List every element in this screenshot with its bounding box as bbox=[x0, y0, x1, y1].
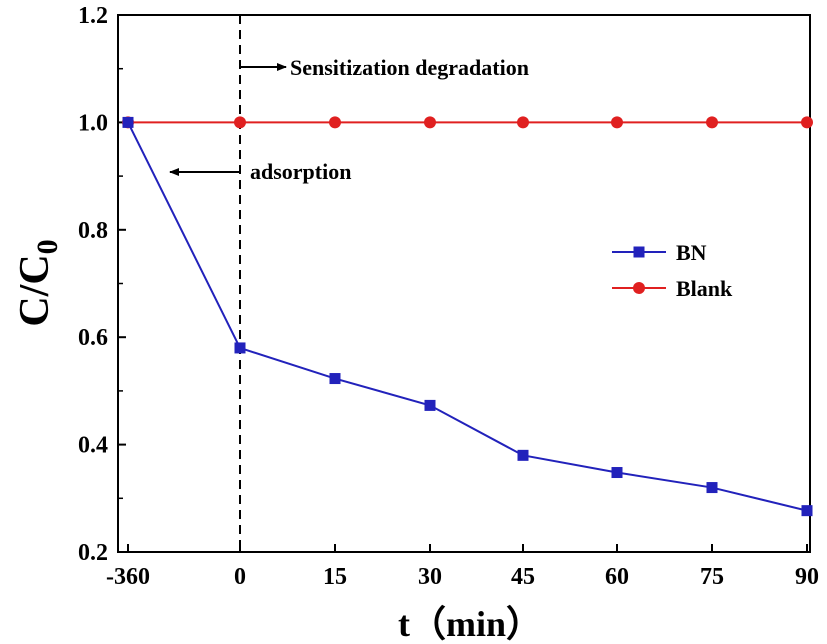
y-tick-label: 1.2 bbox=[78, 3, 108, 29]
legend-marker-blank bbox=[633, 282, 645, 294]
data-point-blank bbox=[611, 116, 623, 129]
data-point-bn bbox=[801, 505, 813, 517]
y-tick-label: 0.4 bbox=[78, 433, 108, 459]
data-point-bn bbox=[517, 449, 529, 461]
x-tick-label: 0 bbox=[234, 564, 246, 590]
legend-label-bn: BN bbox=[676, 240, 707, 265]
data-point-bn bbox=[234, 342, 246, 354]
data-point-blank bbox=[801, 116, 813, 129]
legend-label-blank: Blank bbox=[676, 276, 733, 301]
series-layer bbox=[122, 116, 813, 517]
x-axis: -360 0 15 30 45 60 75 90 bbox=[106, 544, 819, 590]
data-point-bn bbox=[424, 399, 436, 411]
data-point-bn bbox=[122, 116, 134, 128]
y-axis-title-main: C/C bbox=[12, 254, 58, 326]
x-tick-label: 60 bbox=[605, 564, 629, 590]
x-tick-label: 75 bbox=[700, 564, 724, 590]
y-axis-title: C/C0 bbox=[12, 239, 64, 326]
y-axis: 0.2 0.4 0.6 0.8 1.0 1.2 bbox=[78, 3, 126, 566]
x-tick-label: 90 bbox=[795, 564, 819, 590]
x-tick-label: 45 bbox=[511, 564, 535, 590]
x-tick-label: 15 bbox=[323, 564, 347, 590]
x-axis-title: t（min） bbox=[398, 604, 542, 644]
data-point-blank bbox=[424, 116, 436, 129]
data-point-bn bbox=[706, 482, 718, 494]
data-point-blank bbox=[329, 116, 341, 129]
y-tick-label: 1.0 bbox=[78, 110, 108, 136]
annotation-adsorption: adsorption bbox=[250, 159, 351, 184]
x-axis-title-unit: （min） bbox=[410, 604, 542, 644]
data-point-bn bbox=[611, 467, 623, 479]
annotation-sensitization: Sensitization degradation bbox=[290, 55, 529, 80]
x-axis-title-main: t bbox=[398, 604, 410, 644]
x-tick-label: -360 bbox=[106, 564, 150, 590]
data-point-blank bbox=[517, 116, 529, 129]
series-line-bn bbox=[127, 121, 808, 512]
legend: BN Blank bbox=[612, 240, 733, 301]
x-tick-label: 30 bbox=[418, 564, 442, 590]
legend-marker-bn bbox=[633, 246, 645, 258]
y-tick-label: 0.2 bbox=[78, 540, 108, 566]
y-axis-title-sub: 0 bbox=[31, 239, 64, 254]
data-point-bn bbox=[329, 373, 341, 385]
y-tick-label: 0.8 bbox=[78, 218, 108, 244]
y-tick-label: 0.6 bbox=[78, 325, 108, 351]
data-point-blank bbox=[234, 116, 246, 129]
data-point-blank bbox=[706, 116, 718, 129]
